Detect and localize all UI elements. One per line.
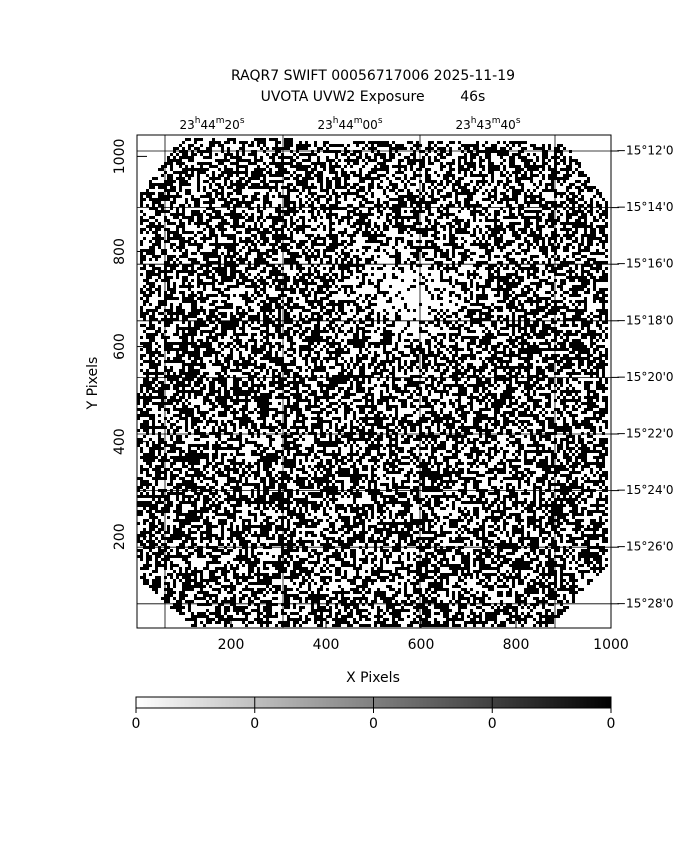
ra-tick-label: 23h43m40s: [455, 116, 520, 132]
ra-number: 44: [200, 118, 215, 132]
colorbar-tick-label: 0: [488, 716, 497, 732]
ra-unit: h: [195, 116, 201, 126]
dec-tick-label: −15°12'0: [616, 144, 674, 158]
ra-unit: m: [216, 116, 225, 126]
dec-tick-label: −15°14'0: [616, 200, 674, 214]
ra-unit: h: [471, 116, 477, 126]
ra-unit: h: [333, 116, 339, 126]
x-tick-label: 200: [218, 637, 245, 653]
dec-tick-label: −15°16'0: [616, 257, 674, 271]
dec-tick-label: −15°26'0: [616, 540, 674, 554]
title: RAQR7 SWIFT 00056717006 2025-11-19: [231, 68, 515, 84]
ra-number: 40: [501, 118, 516, 132]
ra-number: 20: [225, 118, 240, 132]
ra-number: 23: [317, 118, 332, 132]
ra-number: 23: [455, 118, 470, 132]
dec-tick-label: −15°24'0: [616, 483, 674, 497]
ra-number: 44: [338, 118, 353, 132]
x-tick-label: 400: [313, 637, 340, 653]
dec-tick-label: −15°20'0: [616, 370, 674, 384]
colorbar-tick-label: 0: [132, 716, 141, 732]
y-tick-label: 600: [112, 333, 128, 360]
ra-unit: m: [354, 116, 363, 126]
ra-unit: s: [240, 116, 245, 126]
dec-tick-label: −15°28'0: [616, 596, 674, 610]
x-tick-label: 800: [503, 637, 530, 653]
ra-unit: m: [492, 116, 501, 126]
colorbar-tick-label: 0: [607, 716, 616, 732]
y-axis-label: Y Pixels: [85, 357, 101, 411]
exposure-image: [137, 138, 608, 627]
ra-unit: s: [378, 116, 383, 126]
y-tick-label: 1000: [112, 139, 128, 175]
y-tick-label: 800: [112, 238, 128, 265]
ra-unit: s: [516, 116, 521, 126]
ra-number: 23: [179, 118, 194, 132]
dec-tick-label: −15°22'0: [616, 427, 674, 441]
x-axis-label: X Pixels: [346, 670, 400, 686]
y-tick-label: 400: [112, 428, 128, 455]
ra-tick-label: 23h44m00s: [317, 116, 382, 132]
ra-number: 00: [363, 118, 378, 132]
ra-tick-label: 23h44m20s: [179, 116, 244, 132]
x-tick-label: 600: [408, 637, 435, 653]
x-tick-label: 1000: [593, 637, 629, 653]
y-tick-label: 200: [112, 523, 128, 550]
dec-tick-label: −15°18'0: [616, 313, 674, 327]
subtitle: UVOTA UVW2 Exposure 46s: [261, 89, 486, 105]
colorbar-tick-label: 0: [369, 716, 378, 732]
colorbar-tick-label: 0: [250, 716, 259, 732]
ra-number: 43: [476, 118, 491, 132]
plot-frame: [136, 134, 612, 629]
